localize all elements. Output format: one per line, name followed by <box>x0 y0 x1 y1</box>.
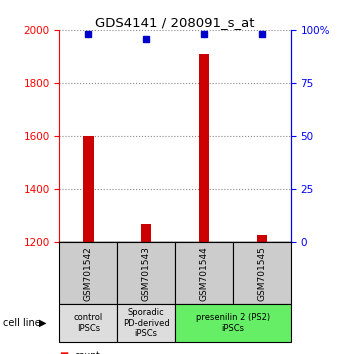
Bar <box>141 224 151 242</box>
Text: control
IPSCs: control IPSCs <box>74 313 103 333</box>
Bar <box>175 242 233 304</box>
Text: GSM701542: GSM701542 <box>84 246 93 301</box>
Bar <box>233 242 291 304</box>
Bar <box>199 54 209 242</box>
Text: ■: ■ <box>59 351 69 354</box>
Bar <box>117 304 175 342</box>
Text: GSM701543: GSM701543 <box>142 246 151 301</box>
Title: GDS4141 / 208091_s_at: GDS4141 / 208091_s_at <box>95 16 255 29</box>
Bar <box>59 242 117 304</box>
Text: ▶: ▶ <box>39 318 47 328</box>
Bar <box>83 136 94 242</box>
Text: GSM701544: GSM701544 <box>200 246 208 301</box>
Text: Sporadic
PD-derived
iPSCs: Sporadic PD-derived iPSCs <box>123 308 170 338</box>
Bar <box>59 304 117 342</box>
Bar <box>175 304 291 342</box>
Text: count: count <box>75 351 100 354</box>
Text: cell line: cell line <box>3 318 41 328</box>
Text: GSM701545: GSM701545 <box>257 246 266 301</box>
Bar <box>117 242 175 304</box>
Bar <box>257 235 267 242</box>
Text: presenilin 2 (PS2)
iPSCs: presenilin 2 (PS2) iPSCs <box>196 313 270 333</box>
